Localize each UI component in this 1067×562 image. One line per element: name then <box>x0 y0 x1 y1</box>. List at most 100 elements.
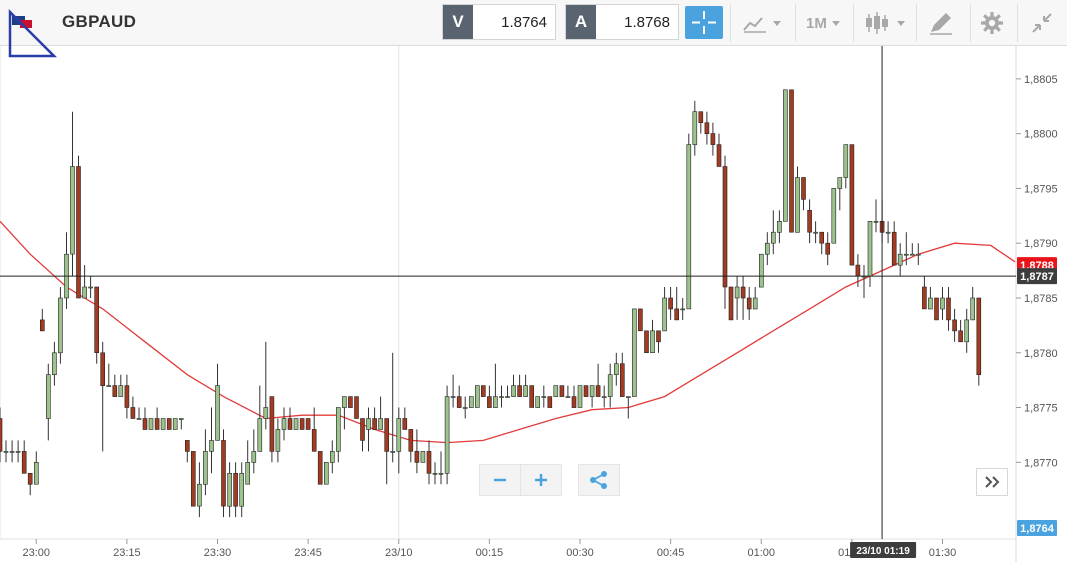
collapse-button[interactable] <box>1030 8 1054 38</box>
candle-body <box>3 451 9 453</box>
candle-body <box>70 166 75 255</box>
candle-body <box>656 330 661 343</box>
candle <box>523 374 528 397</box>
candle <box>118 374 124 397</box>
share-button[interactable] <box>578 464 620 496</box>
candle-body <box>39 319 45 332</box>
candle-body <box>722 166 728 288</box>
candle-body <box>976 297 982 375</box>
candle-body <box>638 308 643 332</box>
candle <box>438 451 444 485</box>
x-tick-label: 00:30 <box>566 547 594 559</box>
zoom-out-button[interactable] <box>479 464 521 496</box>
candle <box>160 418 166 430</box>
candle <box>952 308 957 342</box>
price-chart[interactable]: 1,8805 1,8800 1,8795 1,8790 1,8785 1,8780 1,87… <box>0 46 1067 562</box>
candle <box>680 298 686 320</box>
candle-body <box>758 253 764 288</box>
candle-body <box>432 472 438 475</box>
candle-body <box>897 253 903 266</box>
candle-body <box>136 418 142 420</box>
candle <box>360 418 365 452</box>
zoom-in-button[interactable] <box>520 464 562 496</box>
sell-price-button[interactable]: V 1.8764 <box>442 4 556 40</box>
candle <box>317 451 323 485</box>
crosshair-button[interactable] <box>685 6 723 39</box>
candle <box>940 287 945 320</box>
candle <box>722 155 728 309</box>
candle-body <box>752 297 758 310</box>
bid-price-label: 1,8764 <box>1017 520 1057 537</box>
candle <box>607 363 613 408</box>
candle <box>82 265 87 299</box>
candle-body <box>698 111 704 123</box>
candle <box>843 144 849 189</box>
candle-body <box>245 461 250 485</box>
settings-button[interactable] <box>980 8 1004 38</box>
candle-body <box>82 286 87 299</box>
candle <box>668 287 673 320</box>
crosshair <box>0 46 1016 539</box>
candle-style-button[interactable] <box>864 8 905 38</box>
candle-body <box>142 418 148 430</box>
candle <box>946 287 951 331</box>
candle-body <box>934 297 939 321</box>
candle-body <box>819 231 825 244</box>
candle <box>650 319 655 353</box>
bid-price-label-bg <box>1017 520 1057 537</box>
candle-body <box>499 396 504 398</box>
candle <box>372 407 377 430</box>
candle <box>3 440 9 463</box>
chart-type-button[interactable] <box>742 8 781 38</box>
toolbar-divider <box>795 4 796 42</box>
candle <box>426 440 432 485</box>
candle-body <box>873 221 879 223</box>
candle-body <box>106 385 112 387</box>
candle <box>783 89 788 222</box>
candle <box>849 144 855 266</box>
candle-body <box>251 451 257 463</box>
candle-body <box>281 418 287 430</box>
zoom-controls <box>479 464 562 496</box>
candle <box>777 210 782 244</box>
candles-group <box>0 89 982 518</box>
candle <box>692 100 698 156</box>
draw-tools-button[interactable] <box>928 8 954 38</box>
buy-price-button[interactable]: A 1.8768 <box>565 4 679 40</box>
candle-body <box>523 385 528 397</box>
toolbar-divider <box>970 4 971 42</box>
candle <box>541 385 547 408</box>
candle-body <box>414 451 420 463</box>
candle <box>565 385 571 398</box>
x-tick-label: 23:30 <box>204 547 232 559</box>
candle <box>595 363 601 397</box>
candle <box>922 276 927 310</box>
candle <box>390 352 396 463</box>
candle-body <box>287 418 293 430</box>
candle <box>638 308 643 332</box>
candle-body <box>45 374 51 419</box>
candle <box>269 396 275 463</box>
timeframe-selector[interactable]: 1M <box>806 8 840 38</box>
sell-tag: V <box>443 5 473 39</box>
candle-body <box>970 297 976 321</box>
candle-body <box>94 286 99 353</box>
candle-body <box>770 231 776 244</box>
candle-body <box>444 396 450 474</box>
candle <box>354 396 359 419</box>
candle-body <box>686 144 692 310</box>
candle <box>185 440 190 463</box>
candle-body <box>825 242 831 255</box>
candle-body <box>100 352 105 386</box>
candle-body <box>583 385 589 397</box>
candle-body <box>468 396 474 408</box>
candle <box>517 374 522 397</box>
candle <box>275 418 281 463</box>
x-tick-label: 23:45 <box>294 547 322 559</box>
scroll-right-button[interactable] <box>976 468 1008 496</box>
candle <box>619 352 625 397</box>
candle-body <box>76 166 81 299</box>
buy-tag: A <box>566 5 596 39</box>
candle-body <box>360 418 365 441</box>
